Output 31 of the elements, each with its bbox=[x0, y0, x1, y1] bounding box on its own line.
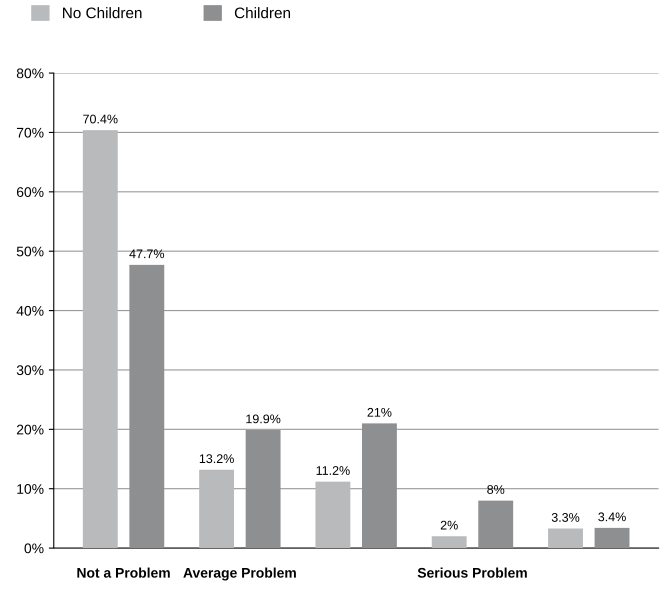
data-label: 70.4% bbox=[83, 114, 118, 124]
data-label: 13.2% bbox=[200, 454, 234, 464]
y-tick-label: 10% bbox=[17, 484, 44, 494]
y-tick-label: 50% bbox=[16, 246, 44, 256]
data-label: 11.2% bbox=[316, 466, 350, 475]
y-tick-label: 70% bbox=[16, 128, 44, 138]
x-tick-label: Average Problem bbox=[183, 568, 296, 581]
y-tick-label: 80% bbox=[16, 68, 44, 78]
x-tick-label: Not a Problem bbox=[77, 568, 170, 578]
bar bbox=[594, 528, 630, 548]
bar bbox=[82, 130, 118, 548]
bar bbox=[199, 470, 234, 548]
y-tick-label: 20% bbox=[16, 424, 44, 435]
bar bbox=[432, 536, 467, 548]
bar bbox=[315, 482, 350, 548]
data-label: 3.4% bbox=[598, 512, 626, 522]
x-tick-label: Serious Problem bbox=[418, 568, 527, 578]
data-label: 47.7% bbox=[129, 249, 164, 258]
y-tick-label: 40% bbox=[16, 306, 44, 316]
y-tick-label: 0% bbox=[24, 543, 44, 554]
bar bbox=[478, 500, 514, 548]
data-label: 8% bbox=[487, 485, 504, 494]
data-label: 3.3% bbox=[552, 513, 580, 522]
data-label: 21% bbox=[368, 408, 392, 417]
legend-label: No Children bbox=[63, 7, 142, 18]
y-tick-label: 60% bbox=[16, 187, 44, 198]
y-tick-label: 30% bbox=[16, 365, 44, 376]
data-label: 19.9% bbox=[246, 414, 280, 424]
bar bbox=[548, 528, 583, 548]
data-label: 2% bbox=[440, 520, 458, 530]
legend-label: Children bbox=[234, 7, 290, 18]
